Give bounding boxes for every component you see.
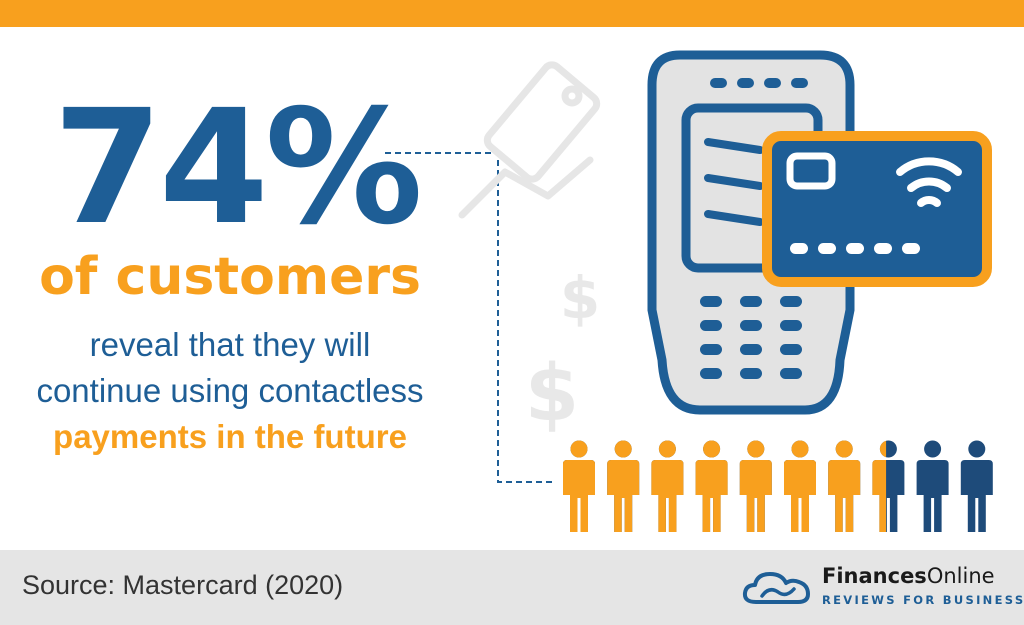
person-icon <box>784 440 816 532</box>
person-icon <box>872 440 887 532</box>
people-chart <box>563 440 993 532</box>
wifi-icon <box>896 157 962 207</box>
contactless-card-icon <box>762 131 992 287</box>
person-icon <box>651 440 684 532</box>
person-icon <box>563 440 595 532</box>
stat-description-line1: reveal that they will <box>89 326 371 363</box>
stat-subject: of customers <box>39 247 421 307</box>
brand-name: FinancesOnline <box>822 564 995 588</box>
brand-logo: FinancesOnline REVIEWS FOR BUSINESS <box>742 564 1023 612</box>
top-accent-bar <box>0 0 1024 27</box>
source-citation: Source: Mastercard (2020) <box>22 570 344 600</box>
stat-block: 74% of customers reveal that they will c… <box>0 88 460 460</box>
person-icon <box>828 440 861 532</box>
person-icon <box>916 440 949 532</box>
person-icon <box>960 440 993 532</box>
person-icon <box>695 440 728 532</box>
stat-description: reveal that they will continue using con… <box>0 322 460 460</box>
person-icon <box>739 440 772 532</box>
stat-description-line2: continue using contactless <box>36 372 424 409</box>
brand-name-light: Online <box>926 564 995 588</box>
brand-tagline: REVIEWS FOR BUSINESS <box>822 593 1024 607</box>
keypad <box>700 296 802 379</box>
dollar-sign-icon: $ <box>560 264 600 332</box>
person-icon <box>607 440 640 532</box>
card-swipe-icon <box>458 61 601 219</box>
dashed-connector <box>385 152 555 483</box>
stat-percent: 74% <box>52 76 423 260</box>
illustration: $ $ <box>385 50 993 532</box>
cloud-logo-icon <box>742 572 810 604</box>
stat-highlight: payments in the future <box>53 418 407 455</box>
brand-name-bold: Finances <box>822 564 927 588</box>
footer-bar <box>0 550 1024 625</box>
dollar-sign-icon: $ <box>525 349 579 439</box>
